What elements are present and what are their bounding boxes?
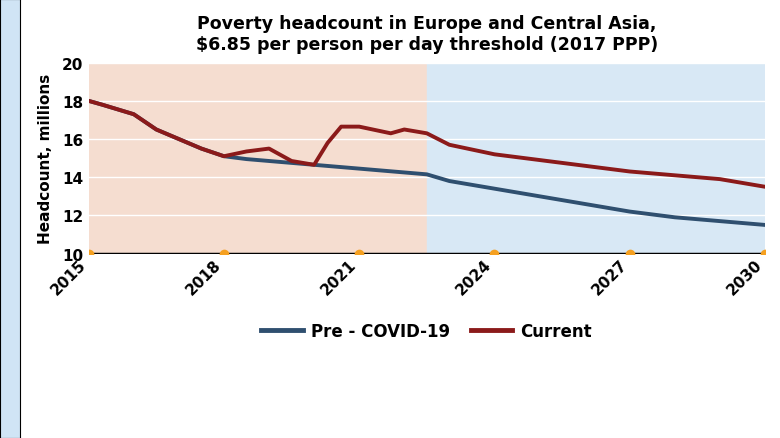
Title: Poverty headcount in Europe and Central Asia,
$6.85 per person per day threshold: Poverty headcount in Europe and Central … [196, 15, 658, 54]
Bar [89, 64, 427, 254]
Legend: Pre - COVID-19, Current: Pre - COVID-19, Current [255, 316, 599, 347]
Y-axis label: Headcount, millions: Headcount, millions [38, 74, 53, 244]
Bar [427, 64, 765, 254]
